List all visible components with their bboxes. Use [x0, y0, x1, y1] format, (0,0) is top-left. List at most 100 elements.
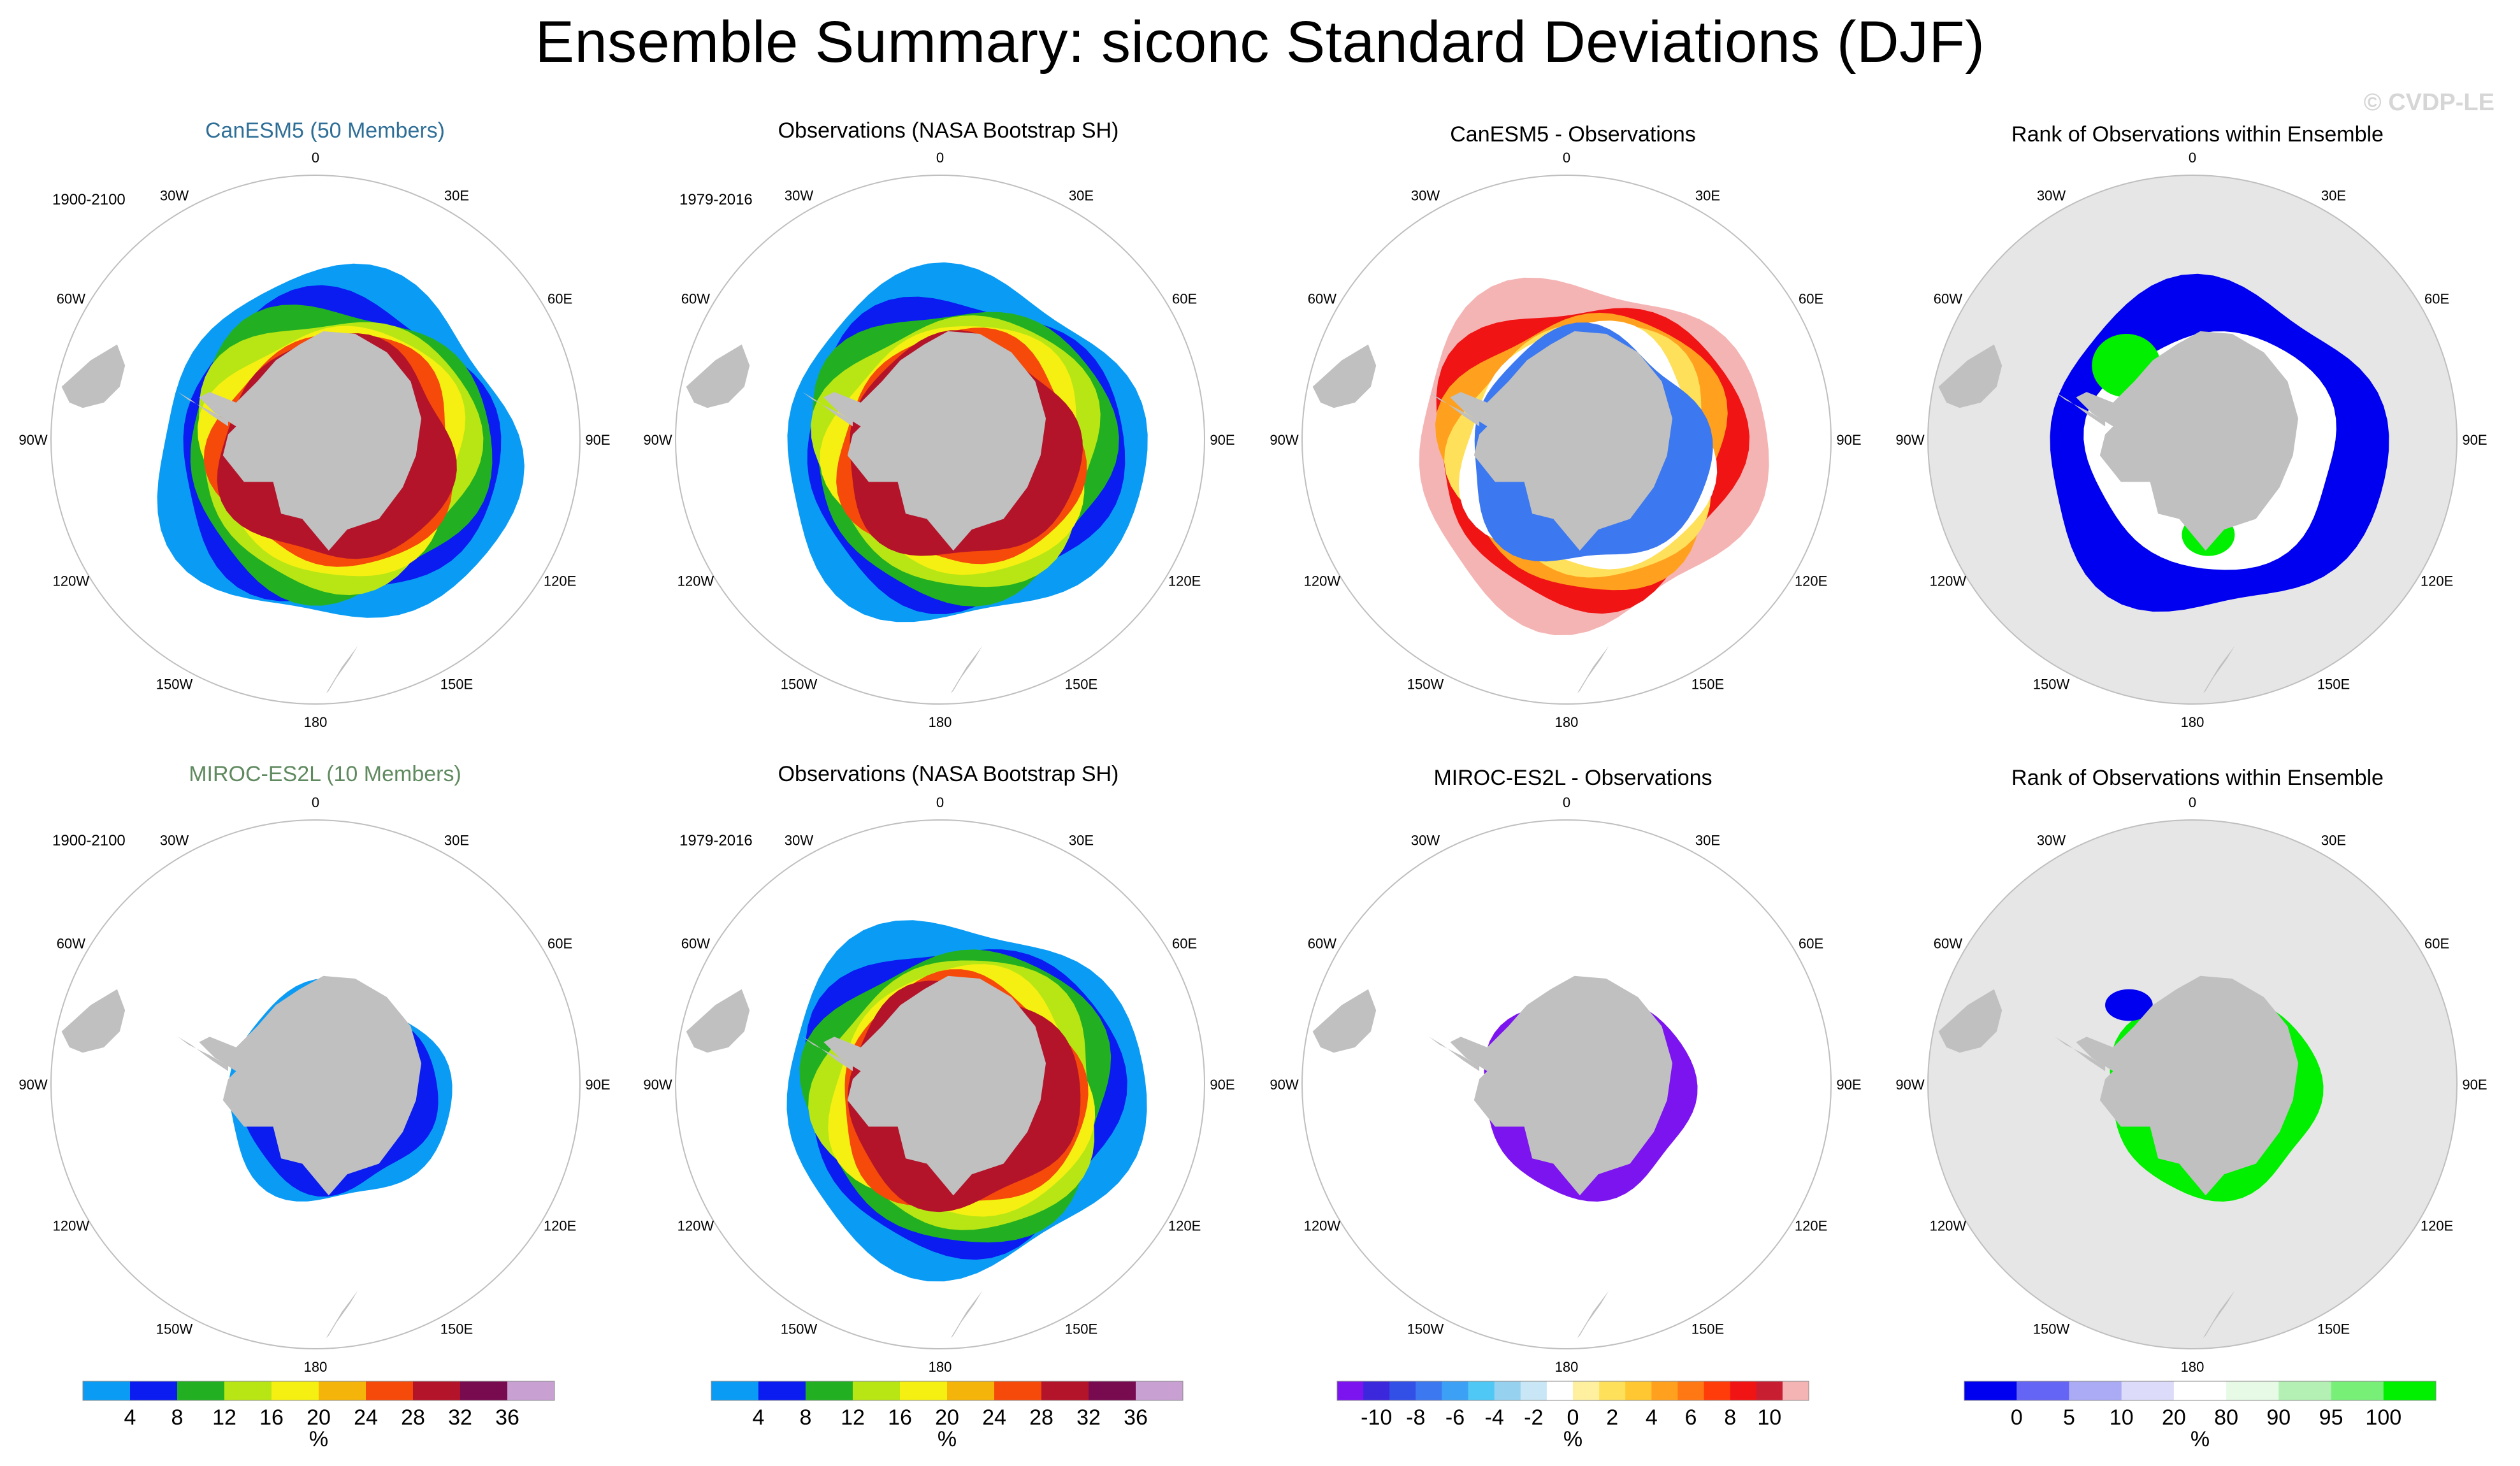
antarctica-land	[2076, 975, 2298, 1196]
lon-label: 90W	[1895, 432, 1924, 448]
lon-label: 90E	[1210, 432, 1235, 448]
peninsula-land	[802, 392, 853, 427]
lon-label: 60E	[2424, 936, 2449, 952]
lon-label: 30W	[160, 832, 189, 848]
rank-patch	[2105, 989, 2153, 1021]
colorbar-tick-label: 4	[124, 1405, 136, 1430]
lon-label: 60W	[1308, 936, 1336, 952]
lon-label: 150E	[1065, 677, 1097, 693]
colorbar-tick-label: 28	[401, 1405, 425, 1430]
colorbar-frame	[1964, 1381, 2437, 1401]
lon-label: 120W	[677, 573, 714, 589]
colorbar-std-observations: 4 8 12 16 20 24 28 32 36%	[711, 1381, 1184, 1451]
colorbar-cell	[366, 1381, 414, 1400]
figure-title: Ensemble Summary: siconc Standard Deviat…	[535, 10, 1985, 75]
lon-label: 90E	[1836, 1077, 1861, 1093]
period-obs-row1: 1979-2016	[679, 191, 753, 208]
map-obs-row2: 0 30E 60E 90E 120E 150E 180 150W 120W 90W 60W 30W	[643, 794, 1235, 1375]
lon-label: 90W	[18, 1077, 47, 1093]
panel-title-model-row1: CanESM5 (50 Members)	[205, 119, 445, 143]
colorbar-cell	[130, 1381, 178, 1400]
colorbar-tick-label: 4	[1646, 1405, 1658, 1430]
colorbar-cell	[2017, 1381, 2069, 1400]
lon-label: 90W	[1895, 1077, 1924, 1093]
colorbar-cell	[1730, 1381, 1757, 1400]
lon-label: 30E	[1069, 832, 1094, 848]
peninsula-land	[802, 1037, 853, 1072]
lon-label: 60E	[547, 936, 572, 952]
colorbar-tick-label: 16	[888, 1405, 912, 1430]
lon-label: 60W	[1934, 936, 1962, 952]
period-model-row1: 1900-2100	[52, 191, 126, 208]
lon-label: 30E	[1695, 187, 1720, 203]
lon-label: 30E	[1069, 187, 1094, 203]
south-america-land	[1938, 344, 2002, 408]
map-model-row1: 0 30E 60E 90E 120E 150E 180 150W 120W 90W 60W 30W	[18, 150, 610, 730]
lon-label: 90E	[2462, 1077, 2487, 1093]
peninsula-land	[178, 392, 228, 427]
lon-label: 120E	[1168, 573, 1201, 589]
lon-label: 150E	[440, 1321, 473, 1337]
new-zealand-land	[950, 645, 983, 694]
lon-label: 60E	[547, 291, 572, 307]
colorbar-cell	[2121, 1381, 2175, 1400]
colorbar-tick-label: -6	[1445, 1405, 1465, 1430]
lon-label: 90E	[585, 432, 610, 448]
colorbar-cell	[319, 1381, 366, 1400]
new-zealand-land	[1577, 645, 1609, 694]
lon-label: 120E	[1795, 573, 1827, 589]
colorbar-unit: %	[1563, 1427, 1582, 1451]
lon-label: 60E	[1799, 936, 1823, 952]
lon-label: 120W	[1930, 573, 1967, 589]
colorbar-cell	[1599, 1381, 1626, 1400]
antarctica-land	[1450, 331, 1672, 551]
peninsula-land	[1429, 1037, 1480, 1072]
lon-label: 180	[2181, 1359, 2205, 1375]
south-america-land	[1312, 989, 1377, 1053]
colorbar-cell	[1494, 1381, 1521, 1400]
antarctica-land	[823, 331, 1046, 551]
new-zealand-land	[326, 645, 358, 694]
lon-label: 120E	[1168, 1218, 1201, 1234]
antarctica-land	[2076, 331, 2298, 551]
colorbar-cell	[1468, 1381, 1495, 1400]
colorbar-cell	[947, 1381, 995, 1400]
colorbar-tick-label: 12	[212, 1405, 236, 1430]
colorbar-tick-label: -4	[1485, 1405, 1504, 1430]
panel-title-rank-row1: Rank of Observations within Ensemble	[2011, 122, 2384, 147]
lon-label: 150W	[1407, 1321, 1444, 1337]
colorbar-tick-label: 20	[307, 1405, 331, 1430]
colorbar-tick-label: 4	[753, 1405, 765, 1430]
colorbar-cell	[1625, 1381, 1652, 1400]
lon-label: 60W	[1934, 291, 1962, 307]
colorbar-unit: %	[938, 1427, 957, 1451]
lon-label: 90E	[1836, 432, 1861, 448]
colorbar-cell	[2331, 1381, 2384, 1400]
peninsula-land	[1429, 392, 1480, 427]
map-model-row2: 0 30E 60E 90E 120E 150E 180 150W 120W 90W 60W 30W	[18, 794, 610, 1375]
colorbar-cell	[1964, 1381, 2017, 1400]
colorbar-cell	[2226, 1381, 2279, 1400]
lon-label: 30E	[2321, 832, 2346, 848]
lon-label: 180	[2181, 714, 2205, 730]
lon-label: 30W	[1411, 832, 1440, 848]
colorbar-cell	[507, 1381, 555, 1400]
colorbar-tick-label: 80	[2214, 1405, 2238, 1430]
antarctica-land	[1450, 975, 1672, 1196]
colorbar-cell	[1089, 1381, 1136, 1400]
lon-label: 90E	[585, 1077, 610, 1093]
colorbar-cell	[1389, 1381, 1416, 1400]
peninsula-land	[2055, 1037, 2106, 1072]
lon-label: 150E	[2317, 677, 2350, 693]
antarctica-land	[199, 331, 421, 551]
panel-title-model-row2: MIROC-ES2L (10 Members)	[189, 762, 461, 786]
colorbar-cell	[413, 1381, 461, 1400]
lon-label: 90E	[2462, 432, 2487, 448]
lon-label: 180	[1555, 714, 1579, 730]
lon-label: 180	[304, 714, 328, 730]
colorbar-cell	[1363, 1381, 1390, 1400]
colorbar-tick-label: 28	[1029, 1405, 1054, 1430]
lon-label: 60E	[2424, 291, 2449, 307]
lon-label: 30W	[160, 187, 189, 203]
